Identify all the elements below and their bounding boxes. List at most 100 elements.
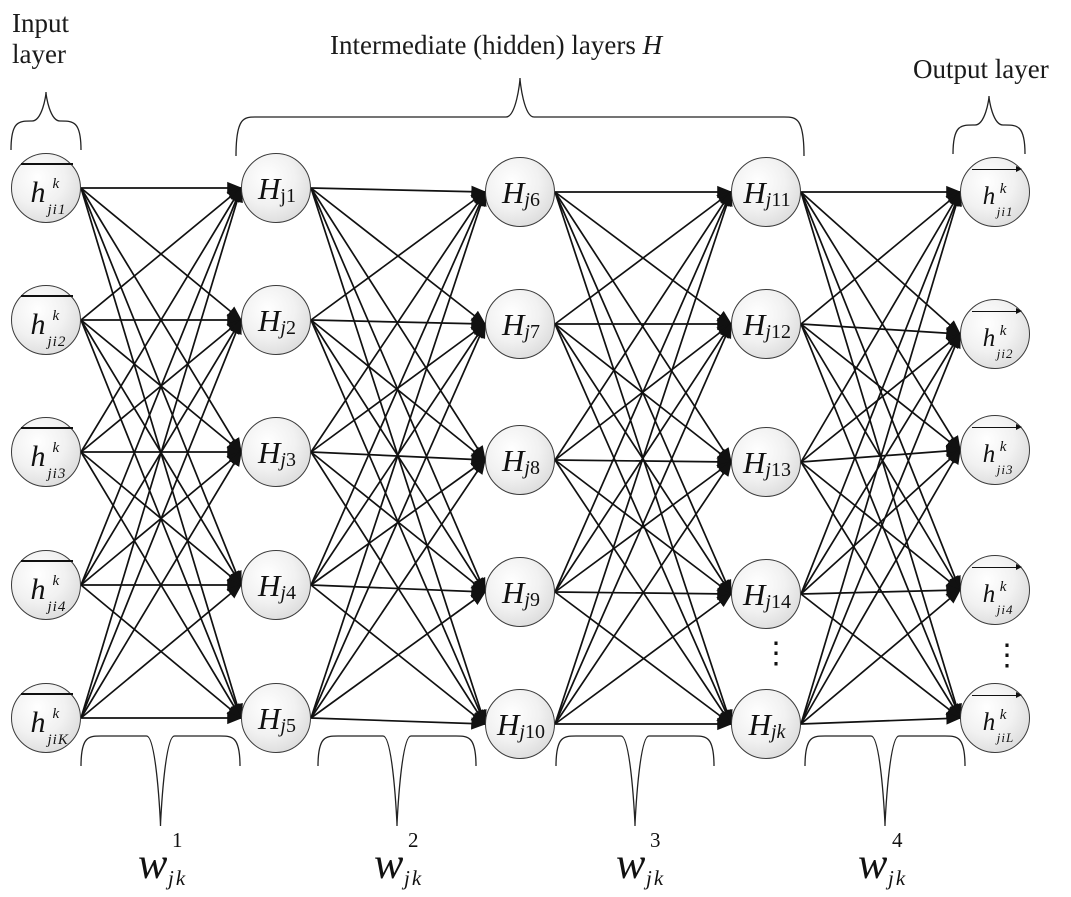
- connection-edge: [80, 450, 242, 719]
- node-symbol: H: [258, 568, 281, 603]
- subscript-number: 4: [285, 581, 296, 604]
- brace: [952, 95, 1026, 155]
- brace: [555, 735, 715, 827]
- symbol-base: h: [30, 706, 46, 739]
- connection-edge: [800, 461, 962, 591]
- weight-label: w 4 jk: [858, 828, 905, 890]
- connection-edge: [800, 589, 962, 725]
- connection-edge: [800, 190, 961, 463]
- connection-edge: [554, 455, 733, 468]
- brace: [80, 735, 241, 827]
- node-symbol: H: [258, 701, 281, 736]
- weight-symbol: w: [858, 839, 888, 888]
- connection-edge: [310, 322, 486, 719]
- connection-edge: [310, 190, 486, 453]
- symbol-superscript: k: [52, 440, 60, 456]
- subscript-index: j: [524, 588, 530, 611]
- node-label: h k jiL: [961, 684, 1031, 754]
- symbol-subscript: jiL: [996, 730, 1015, 745]
- connection-edge: [800, 333, 962, 463]
- node-label: h k ji2: [12, 286, 82, 356]
- node-subscript: j6: [524, 189, 540, 212]
- connection-edge: [80, 187, 243, 321]
- subscript-number: 6: [529, 188, 540, 211]
- subscript-number: 14: [770, 590, 791, 613]
- connection-edge: [554, 190, 732, 593]
- node-label: h k ji3: [12, 418, 82, 488]
- node-symbol: H: [748, 707, 771, 742]
- subscript-number: 10: [524, 720, 545, 743]
- symbol-base: h: [30, 308, 46, 341]
- weight-subscript: jk: [168, 866, 188, 890]
- connection-edge: [310, 190, 486, 586]
- connection-edge: [800, 190, 961, 595]
- node-symbol: H: [258, 435, 281, 470]
- input-node: h k ji1: [11, 153, 81, 223]
- node-subscript: j5: [280, 715, 296, 738]
- node-symbol: H: [258, 303, 281, 338]
- symbol-base: h: [30, 440, 46, 473]
- connection-edge: [80, 318, 242, 719]
- node-label: h k ji3: [961, 416, 1031, 486]
- node-symbol: H: [502, 175, 525, 210]
- node-symbol: H: [502, 443, 525, 478]
- output-layer-label: Output layer: [913, 54, 1049, 84]
- symbol-subscript: ji2: [996, 346, 1014, 361]
- subscript-number: 13: [770, 458, 791, 481]
- subscript-index: j: [765, 320, 771, 343]
- node-subscript: j1: [280, 185, 296, 208]
- connection-edge: [800, 712, 962, 725]
- subscript-index: jk: [770, 720, 786, 743]
- node-symbol: H: [743, 307, 766, 342]
- weight-label: w 1 jk: [138, 828, 185, 890]
- ellipsis-marker: ⋮: [992, 639, 1022, 672]
- node-label: h k ji2: [961, 300, 1031, 370]
- symbol-superscript: k: [999, 707, 1007, 723]
- symbol-base: h: [30, 176, 46, 209]
- subscript-index: j: [280, 714, 286, 737]
- symbol-base: h: [982, 581, 996, 608]
- symbol-superscript: k: [999, 439, 1007, 455]
- symbol-base: h: [982, 709, 996, 736]
- subscript-number: 12: [770, 320, 791, 343]
- node-subscript: jk: [771, 721, 785, 744]
- symbol-base: h: [30, 573, 46, 606]
- node-subscript: j13: [765, 459, 791, 482]
- brace: [235, 77, 805, 157]
- connection-edge: [800, 323, 962, 340]
- subscript-index: j: [524, 320, 530, 343]
- connection-edge: [554, 593, 733, 725]
- connection-edge: [80, 186, 242, 586]
- symbol-subscript: ji3: [47, 466, 67, 482]
- output-node: h k jiL: [960, 683, 1030, 753]
- node-symbol: H: [743, 577, 766, 612]
- connection-edge: [800, 461, 961, 720]
- input-node: h k jiK: [11, 683, 81, 753]
- symbol-superscript: k: [999, 579, 1007, 595]
- subscript-index: j: [280, 448, 286, 471]
- weight-superscript: 1: [172, 828, 183, 852]
- connection-edge: [800, 332, 961, 725]
- vector-arrow-icon: [972, 165, 1022, 173]
- subscript-index: j: [765, 458, 771, 481]
- node-symbol: H: [258, 171, 281, 206]
- connection-edge: [800, 332, 961, 595]
- symbol-subscript: ji1: [47, 202, 67, 218]
- connection-edge: [800, 448, 962, 595]
- connection-edge: [800, 191, 962, 720]
- symbol-base: h: [982, 441, 996, 468]
- weight-subscript: jk: [888, 866, 908, 890]
